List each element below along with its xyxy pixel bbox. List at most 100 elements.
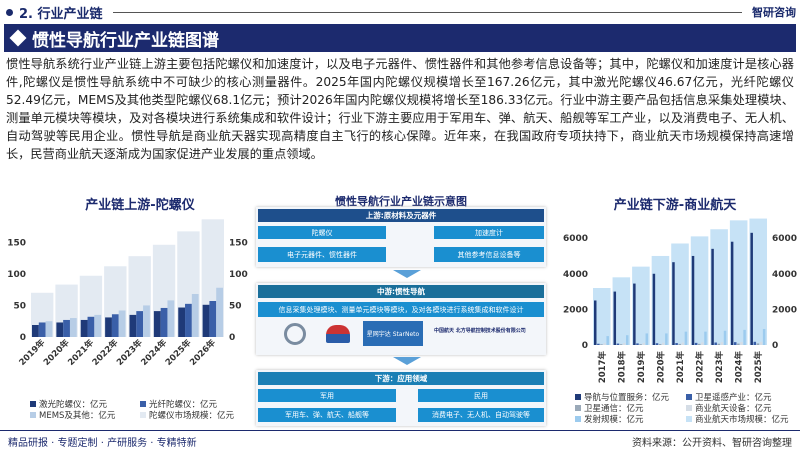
y-tick-label: 150 <box>7 238 26 248</box>
x-tick-label: 2021年 <box>675 351 686 384</box>
bar <box>756 343 760 345</box>
down-arrow-icon <box>393 270 421 278</box>
x-tick-label: 2025年 <box>753 351 764 384</box>
company-logo-1 <box>284 323 306 345</box>
bar <box>684 331 688 345</box>
bar <box>665 333 668 345</box>
section-title: 2. 行业产业链 <box>19 6 103 22</box>
y-tick-label: 2000 <box>563 305 588 315</box>
bullet-icon <box>6 8 13 16</box>
y-tick-label: 4000 <box>772 270 797 280</box>
x-tick-label: 2018年 <box>616 351 627 384</box>
midstream-panel: 中游:惯性导航 信息采集处理模块、测量单元模块等模块，及对各模块进行系统集成和软… <box>256 283 546 355</box>
y-tick-label: 4000 <box>563 270 588 280</box>
bar <box>63 319 70 337</box>
bar <box>94 314 102 337</box>
bar-total <box>612 277 631 345</box>
bar <box>723 330 727 345</box>
bar <box>594 300 597 345</box>
bar <box>652 273 656 345</box>
source-note: 资料来源：公开资料、智研咨询整理 <box>632 438 792 449</box>
midstream-header: 中游:惯性导航 <box>258 285 544 298</box>
bar <box>597 343 600 345</box>
civil-label: 民用 <box>418 389 544 402</box>
bar <box>694 342 698 345</box>
section-header: 2. 行业产业链 智研咨询 <box>6 2 796 22</box>
bar <box>606 336 609 345</box>
company-logo-2 <box>326 325 350 343</box>
x-tick-label: 2022年 <box>695 351 706 384</box>
down-arrow-icon <box>393 357 421 365</box>
bar <box>56 322 64 337</box>
legend-item: 商业航天设备：亿元 <box>686 404 797 414</box>
y-tick-label: 0 <box>772 341 778 351</box>
legend-swatch <box>686 405 692 411</box>
chart-title-gyro: 产业链上游-陀螺仪 <box>85 198 195 213</box>
bar <box>711 248 714 345</box>
bar <box>698 343 701 345</box>
upstream-item: 电子元器件、惯性器件 <box>258 247 386 262</box>
y-tick-label: 0 <box>582 341 588 351</box>
y-tick-label: 100 <box>7 270 26 280</box>
bar <box>167 300 175 337</box>
bar <box>613 291 617 345</box>
upstream-item: 陀螺仪 <box>258 226 386 239</box>
bar <box>730 241 734 345</box>
bar-total <box>593 288 611 345</box>
legend-swatch <box>575 416 581 422</box>
downstream-header: 下游：应用领域 <box>258 372 544 385</box>
military-label: 军用 <box>258 389 396 402</box>
legend-swatch <box>575 405 581 411</box>
bar <box>636 343 639 345</box>
legend-item: 光纤陀螺仪：亿元 <box>140 400 250 410</box>
bar <box>753 341 757 345</box>
bar <box>622 343 626 345</box>
gyro-legend: 激光陀螺仪：亿元 光纤陀螺仪：亿元 MEMS及其他：亿元 陀螺仪市场规模：亿元 <box>30 400 250 421</box>
bar-total <box>690 236 709 345</box>
bar <box>111 314 119 337</box>
upstream-panel: 上游:原材料及元器件 陀螺仪 加速度计 电子元器件、惯性器件 其他参考信息设备等 <box>256 207 546 267</box>
company-logo-4: 中国航天 北方导航控制技术股份有限公司 <box>434 328 526 334</box>
bar-total <box>632 266 650 345</box>
bar <box>633 283 636 345</box>
company-logo-starneto: 星网宇达 StarNeto <box>363 321 423 346</box>
bar <box>136 311 144 337</box>
bar <box>672 262 675 345</box>
space-legend: 导航与位置服务：亿元 卫星遥感产业：亿元 卫星通信：亿元 商业航天设备：亿元 发射规模：… <box>575 393 797 425</box>
bar <box>619 344 623 345</box>
diamond-icon <box>9 29 27 47</box>
legend-swatch <box>30 401 36 407</box>
bar-total <box>749 218 767 345</box>
footer-slogan: 精品研报 · 专题定制 · 产研服务 · 专精特新 <box>8 438 197 449</box>
bar <box>143 305 150 337</box>
y-tick-label: 50 <box>229 301 242 311</box>
bar <box>45 321 53 337</box>
y-tick-label: 50 <box>13 301 26 311</box>
legend-item: 发射规模：亿元 <box>575 415 686 425</box>
page-title: 惯性导航行业产业链图谱 <box>32 30 219 51</box>
bar <box>759 341 763 345</box>
legend-swatch <box>686 394 692 400</box>
bar <box>691 255 695 345</box>
x-tick-label: 2024年 <box>734 351 745 384</box>
legend-item: 商业航天市场规模：亿元 <box>686 415 797 425</box>
bar <box>118 310 126 337</box>
bar <box>191 293 199 337</box>
midstream-desc: 信息采集处理模块、测量单元模块等模块，及对各模块进行系统集成和软件设计 <box>258 302 544 317</box>
y-tick-label: 150 <box>229 238 248 248</box>
bar <box>740 341 743 345</box>
bar <box>616 343 620 345</box>
footer: 精品研报 · 专题定制 · 产研服务 · 专精特新 资料来源：公开资料、智研咨询… <box>0 430 800 449</box>
bar <box>642 342 645 345</box>
bar <box>600 344 603 345</box>
brand-logo: 智研咨询 <box>752 6 796 19</box>
divider <box>112 11 742 13</box>
bar <box>658 344 662 345</box>
legend-item: 激光陀螺仪：亿元 <box>30 400 140 410</box>
bar <box>762 328 766 345</box>
title-bar: 惯性导航行业产业链图谱 <box>4 24 796 52</box>
bar <box>720 342 724 345</box>
bar <box>681 342 685 345</box>
legend-swatch <box>30 412 36 418</box>
